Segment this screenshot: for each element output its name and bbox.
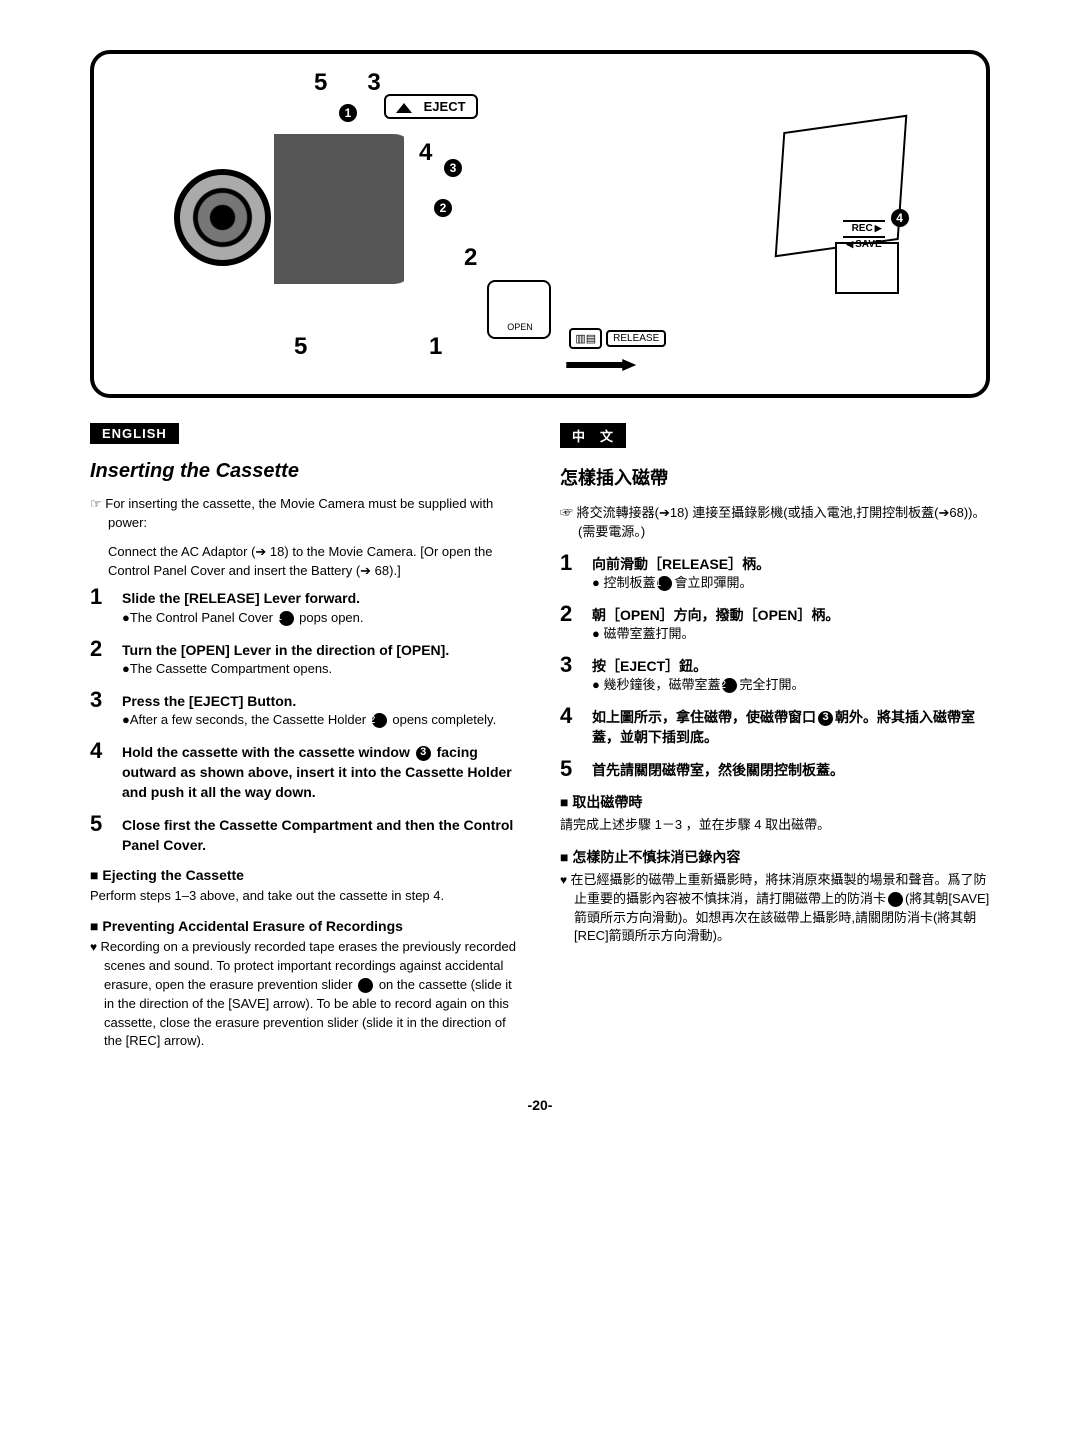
prevent-para-cn: 在已經攝影的磁帶上重新攝影時，將抹消原來攝製的場景和聲音。爲了防止重要的攝影內容… (560, 871, 990, 946)
camera-illustration (154, 134, 414, 284)
cassette-illustration: 4 REC SAVE (759, 124, 909, 324)
step-cn-3: 3 按［EJECT］鈕。 ● 幾秒鐘後，磁帶室蓋2完全打開。 (560, 654, 990, 695)
release-button-drawing: ▥▤ RELEASE (569, 328, 666, 349)
step-cn-1: 1 向前滑動［RELEASE］柄。 ● 控制板蓋1會立即彈開。 (560, 552, 990, 593)
release-label: RELEASE (606, 330, 666, 347)
step-en-2: 2 Turn the [OPEN] Lever in the direction… (90, 638, 520, 679)
eject-heading-en: Ejecting the Cassette (90, 867, 520, 883)
bignum-1: 1 (429, 333, 442, 361)
step-en-1: 1 Slide the [RELEASE] Lever forward. ●Th… (90, 586, 520, 627)
bignum-4: 4 (419, 139, 432, 167)
lang-label-chinese: 中 文 (560, 423, 626, 448)
arrow-right-icon (566, 359, 636, 371)
save-label: SAVE (843, 236, 884, 252)
camera-lens (174, 169, 271, 266)
callout-3: 3 (444, 159, 462, 177)
step-cn-4: 4 如上圖所示，拿住磁帶，使磁帶窗口3朝外。將其插入磁帶室蓋，並朝下插到底。 (560, 705, 990, 748)
section-title-cn: 怎樣插入磁帶 (560, 464, 990, 490)
eject-para-en: Perform steps 1–3 above, and take out th… (90, 887, 520, 906)
intro-cn: ☞ 將交流轉接器(➔18) 連接至攝錄影機(或插入電池,打開控制板蓋(➔68))… (560, 504, 990, 542)
eject-button-drawing: EJECT (384, 94, 478, 119)
callout-4: 4 (891, 209, 909, 227)
callout-1: 1 (339, 104, 357, 122)
manual-page: 5 3 EJECT 1 3 2 4 2 5 1 ▥▤ RELEASE (0, 0, 1080, 1153)
diagram-label-5: 5 (314, 69, 327, 97)
diagram-left: 5 3 EJECT 1 3 2 4 2 5 1 ▥▤ RELEASE (114, 69, 681, 379)
bignum-5: 5 (294, 333, 307, 361)
lang-label-english: ENGLISH (90, 423, 179, 444)
step-en-4: 4 Hold the cassette with the cassette wi… (90, 740, 520, 803)
prevent-heading-cn: 怎樣防止不慎抹消已錄內容 (560, 847, 990, 867)
diagram-label-3: 3 (367, 69, 380, 97)
content-columns: ENGLISH Inserting the Cassette ☞ For ins… (90, 423, 990, 1057)
eject-para-cn: 請完成上述步驟 1－3 ，並在步驟 4 取出磁帶。 (560, 816, 990, 835)
english-column: ENGLISH Inserting the Cassette ☞ For ins… (90, 423, 520, 1057)
diagram-panel: 5 3 EJECT 1 3 2 4 2 5 1 ▥▤ RELEASE (90, 50, 990, 398)
step-en-3: 3 Press the [EJECT] Button. ●After a few… (90, 689, 520, 730)
step-cn-5: 5 首先請關閉磁帶室，然後關閉控制板蓋。 (560, 758, 990, 780)
open-lever-drawing (487, 280, 551, 339)
release-icon: ▥▤ (569, 328, 602, 349)
callout-2: 2 (434, 199, 452, 217)
diagram-right: 4 REC SAVE (701, 69, 966, 379)
prevent-para-en: Recording on a previously recorded tape … (90, 938, 520, 1051)
rec-label: REC (843, 220, 884, 236)
chinese-column: 中 文 怎樣插入磁帶 ☞ 將交流轉接器(➔18) 連接至攝錄影機(或插入電池,打… (560, 423, 990, 1057)
section-title-en: Inserting the Cassette (90, 460, 520, 483)
intro-en-1: ☞ For inserting the cassette, the Movie … (90, 495, 520, 533)
prevent-heading-en: Preventing Accidental Erasure of Recordi… (90, 918, 520, 934)
intro-en-2: Connect the AC Adaptor (➔ 18) to the Mov… (90, 543, 520, 581)
step-en-5: 5 Close first the Cassette Compartment a… (90, 813, 520, 856)
step-cn-2: 2 朝［OPEN］方向，撥動［OPEN］柄。 ● 磁帶室蓋打開。 (560, 603, 990, 644)
page-number: -20- (90, 1097, 990, 1113)
eject-heading-cn: 取出磁帶時 (560, 792, 990, 812)
bignum-2: 2 (464, 244, 477, 272)
